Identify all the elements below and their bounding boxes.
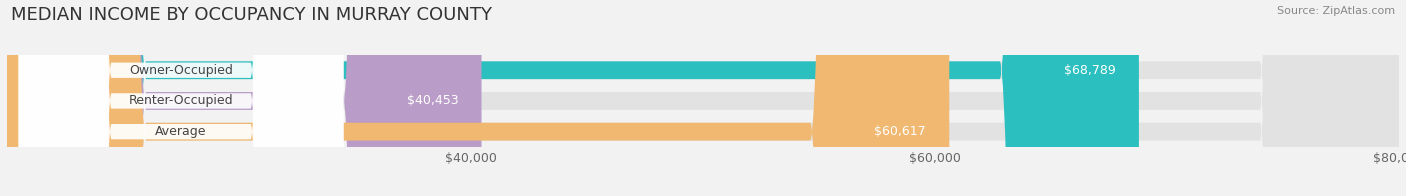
Text: $68,789: $68,789 (1064, 64, 1116, 77)
FancyBboxPatch shape (7, 0, 949, 196)
Text: Average: Average (155, 125, 207, 138)
Text: Owner-Occupied: Owner-Occupied (129, 64, 233, 77)
FancyBboxPatch shape (7, 0, 1399, 196)
FancyBboxPatch shape (18, 0, 343, 196)
Text: Renter-Occupied: Renter-Occupied (129, 94, 233, 107)
FancyBboxPatch shape (7, 0, 481, 196)
FancyBboxPatch shape (18, 0, 343, 196)
FancyBboxPatch shape (7, 0, 1139, 196)
FancyBboxPatch shape (7, 0, 1399, 196)
Text: $60,617: $60,617 (875, 125, 927, 138)
Text: MEDIAN INCOME BY OCCUPANCY IN MURRAY COUNTY: MEDIAN INCOME BY OCCUPANCY IN MURRAY COU… (11, 6, 492, 24)
FancyBboxPatch shape (18, 0, 343, 196)
Text: $40,453: $40,453 (406, 94, 458, 107)
FancyBboxPatch shape (7, 0, 1399, 196)
Text: Source: ZipAtlas.com: Source: ZipAtlas.com (1277, 6, 1395, 16)
